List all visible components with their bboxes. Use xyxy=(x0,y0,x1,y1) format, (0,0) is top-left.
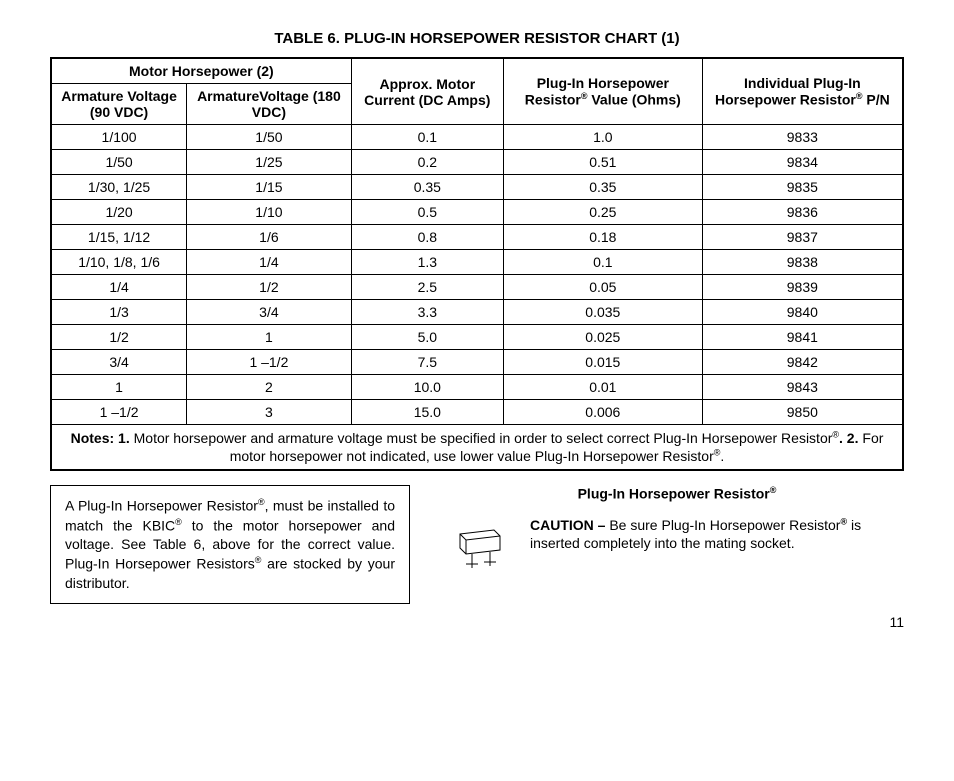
table-row: 1/15, 1/121/60.80.189837 xyxy=(51,225,903,250)
resistor-icon xyxy=(450,516,510,573)
table-row: 1/10, 1/8, 1/61/41.30.19838 xyxy=(51,250,903,275)
table-row: 1/41/22.50.059839 xyxy=(51,275,903,300)
table-row: 1210.00.019843 xyxy=(51,375,903,400)
header-plugin-value: Plug-In Horsepower Resistor® Value (Ohms… xyxy=(503,58,702,125)
table-row: 3/41 –1/27.50.0159842 xyxy=(51,350,903,375)
table-row: 1/33/43.30.0359840 xyxy=(51,300,903,325)
table-body: 1/1001/500.11.09833 1/501/250.20.519834 … xyxy=(51,125,903,471)
header-arm-90: Armature Voltage (90 VDC) xyxy=(51,84,187,125)
install-note-box: A Plug-In Horsepower Resistor®, must be … xyxy=(50,485,410,603)
header-motor-hp: Motor Horsepower (2) xyxy=(51,58,351,84)
caution-text: CAUTION – Be sure Plug-In Horsepower Res… xyxy=(530,516,904,552)
resistor-table: Motor Horsepower (2) Approx. Motor Curre… xyxy=(50,57,904,471)
table-row: 1/1001/500.11.09833 xyxy=(51,125,903,150)
table-row: 1 –1/2315.00.0069850 xyxy=(51,400,903,425)
header-arm-180: ArmatureVoltage (180 VDC) xyxy=(187,84,352,125)
plugin-resistor-title: Plug-In Horsepower Resistor® xyxy=(450,485,904,502)
table-row: 1/501/250.20.519834 xyxy=(51,150,903,175)
table-row: 1/201/100.50.259836 xyxy=(51,200,903,225)
notes-row: Notes: 1. Motor horsepower and armature … xyxy=(51,425,903,471)
page-number: 11 xyxy=(50,614,904,630)
header-approx: Approx. Motor Current (DC Amps) xyxy=(351,58,503,125)
table-title: TABLE 6. PLUG-IN HORSEPOWER RESISTOR CHA… xyxy=(50,30,904,47)
table-row: 1/215.00.0259841 xyxy=(51,325,903,350)
header-indiv-pn: Individual Plug-In Horsepower Resistor® … xyxy=(702,58,903,125)
table-row: 1/30, 1/251/150.350.359835 xyxy=(51,175,903,200)
